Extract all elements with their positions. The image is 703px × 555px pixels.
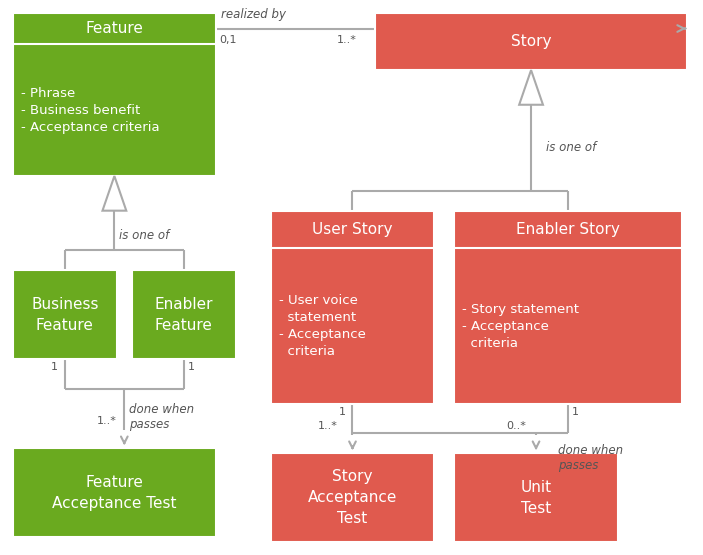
Text: 0,1: 0,1 bbox=[219, 36, 236, 46]
Text: 1: 1 bbox=[188, 362, 195, 372]
Text: Unit
Test: Unit Test bbox=[520, 480, 552, 516]
Text: realized by: realized by bbox=[221, 8, 286, 21]
Text: Story: Story bbox=[511, 34, 551, 49]
Bar bbox=[271, 453, 434, 542]
Text: is one of: is one of bbox=[546, 142, 596, 154]
Text: 1: 1 bbox=[339, 407, 346, 417]
Text: 0..*: 0..* bbox=[506, 421, 526, 431]
Polygon shape bbox=[103, 176, 127, 211]
Text: - User voice
  statement
- Acceptance
  criteria: - User voice statement - Acceptance crit… bbox=[278, 294, 366, 358]
Text: 1..*: 1..* bbox=[96, 416, 117, 426]
Text: - Story statement
- Acceptance
  criteria: - Story statement - Acceptance criteria bbox=[462, 302, 579, 350]
Text: done when
passes: done when passes bbox=[129, 402, 195, 431]
Text: 1..*: 1..* bbox=[318, 421, 337, 431]
Bar bbox=[13, 448, 216, 537]
Bar bbox=[454, 453, 618, 542]
Text: Story
Acceptance
Test: Story Acceptance Test bbox=[308, 470, 397, 526]
Bar bbox=[454, 211, 683, 403]
Bar bbox=[13, 13, 216, 176]
Text: 1: 1 bbox=[572, 407, 579, 417]
Bar bbox=[271, 211, 434, 403]
Text: Enabler Story: Enabler Story bbox=[516, 222, 620, 237]
Text: Feature
Acceptance Test: Feature Acceptance Test bbox=[52, 475, 176, 511]
Text: done when
passes: done when passes bbox=[558, 444, 624, 472]
Text: - Phrase
- Business benefit
- Acceptance criteria: - Phrase - Business benefit - Acceptance… bbox=[20, 87, 160, 134]
Bar bbox=[375, 13, 688, 70]
Text: 1..*: 1..* bbox=[337, 36, 357, 46]
Polygon shape bbox=[519, 70, 543, 105]
Text: Business
Feature: Business Feature bbox=[31, 296, 98, 332]
Bar bbox=[13, 270, 117, 359]
Text: User Story: User Story bbox=[312, 222, 393, 237]
Text: 1: 1 bbox=[51, 362, 58, 372]
Bar bbox=[131, 270, 236, 359]
Text: Enabler
Feature: Enabler Feature bbox=[155, 296, 213, 332]
Text: is one of: is one of bbox=[120, 229, 169, 242]
Text: Feature: Feature bbox=[86, 21, 143, 36]
